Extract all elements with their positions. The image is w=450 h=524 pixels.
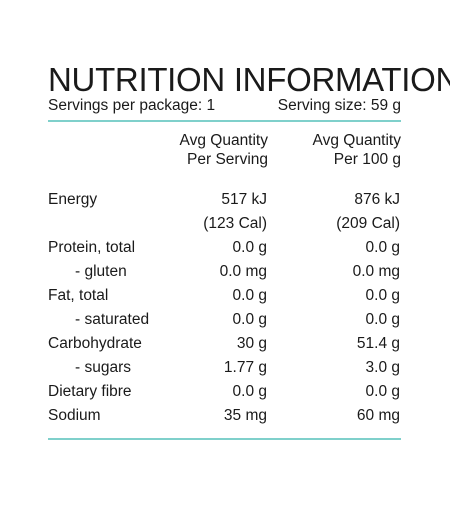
row-label: Fat, total <box>48 287 109 304</box>
row-sodium: Sodium 35 mg 60 mg <box>48 406 401 426</box>
value-per-100g: (209 Cal) <box>336 215 400 232</box>
column-header-per-serving-line1: Avg Quantity <box>179 132 268 149</box>
row-gluten: - gluten 0.0 mg 0.0 mg <box>48 262 401 282</box>
row-label: Energy <box>48 191 98 208</box>
bottom-divider <box>48 438 401 440</box>
value-per-100g: 0.0 g <box>365 383 400 400</box>
row-carbohydrate: Carbohydrate 30 g 51.4 g <box>48 334 401 354</box>
row-dietary-fibre: Dietary fibre 0.0 g 0.0 g <box>48 382 401 402</box>
panel-title: NUTRITION INFORMATION <box>48 61 450 98</box>
value-per-100g: 51.4 g <box>356 335 400 352</box>
value-per-serving: 0.0 mg <box>219 263 267 280</box>
column-header-per-serving-line2: Per Serving <box>187 151 268 168</box>
value-per-100g: 0.0 g <box>365 287 400 304</box>
row-energy: Energy 517 kJ 876 kJ <box>48 190 401 210</box>
row-label: Protein, total <box>48 239 136 256</box>
value-per-serving: 0.0 g <box>232 383 267 400</box>
row-label: - sugars <box>75 359 131 376</box>
column-header-per-100g: Avg Quantity Per 100 g <box>313 131 401 169</box>
value-per-serving: 35 mg <box>223 407 267 424</box>
row-saturated: - saturated 0.0 g 0.0 g <box>48 310 401 330</box>
top-divider <box>48 120 401 122</box>
row-fat: Fat, total 0.0 g 0.0 g <box>48 286 401 306</box>
value-per-serving: 0.0 g <box>232 311 267 328</box>
row-sugars: - sugars 1.77 g 3.0 g <box>48 358 401 378</box>
servings-per-package: Servings per package: 1 <box>48 97 216 114</box>
value-per-100g: 60 mg <box>356 407 400 424</box>
value-per-100g: 0.0 g <box>365 311 400 328</box>
column-header-per-100g-line1: Avg Quantity <box>312 132 401 149</box>
value-per-serving: 0.0 g <box>232 287 267 304</box>
row-label: Carbohydrate <box>48 335 142 352</box>
value-per-100g: 0.0 mg <box>352 263 400 280</box>
value-per-100g: 3.0 g <box>365 359 400 376</box>
row-label: Sodium <box>48 407 101 424</box>
row-label: - saturated <box>75 311 150 328</box>
column-header-per-100g-line2: Per 100 g <box>333 151 401 168</box>
value-per-serving: (123 Cal) <box>203 215 267 232</box>
value-per-100g: 876 kJ <box>354 191 400 208</box>
column-header-per-serving: Avg Quantity Per Serving <box>180 131 268 169</box>
value-per-serving: 30 g <box>236 335 267 352</box>
value-per-serving: 0.0 g <box>232 239 267 256</box>
row-label: - gluten <box>75 263 127 280</box>
value-per-serving: 517 kJ <box>221 191 267 208</box>
row-label: Dietary fibre <box>48 383 132 400</box>
row-protein: Protein, total 0.0 g 0.0 g <box>48 238 401 258</box>
value-per-100g: 0.0 g <box>365 239 400 256</box>
serving-size: Serving size: 59 g <box>277 97 401 114</box>
row-energy-cal: (123 Cal) (209 Cal) <box>48 214 401 234</box>
value-per-serving: 1.77 g <box>223 359 267 376</box>
